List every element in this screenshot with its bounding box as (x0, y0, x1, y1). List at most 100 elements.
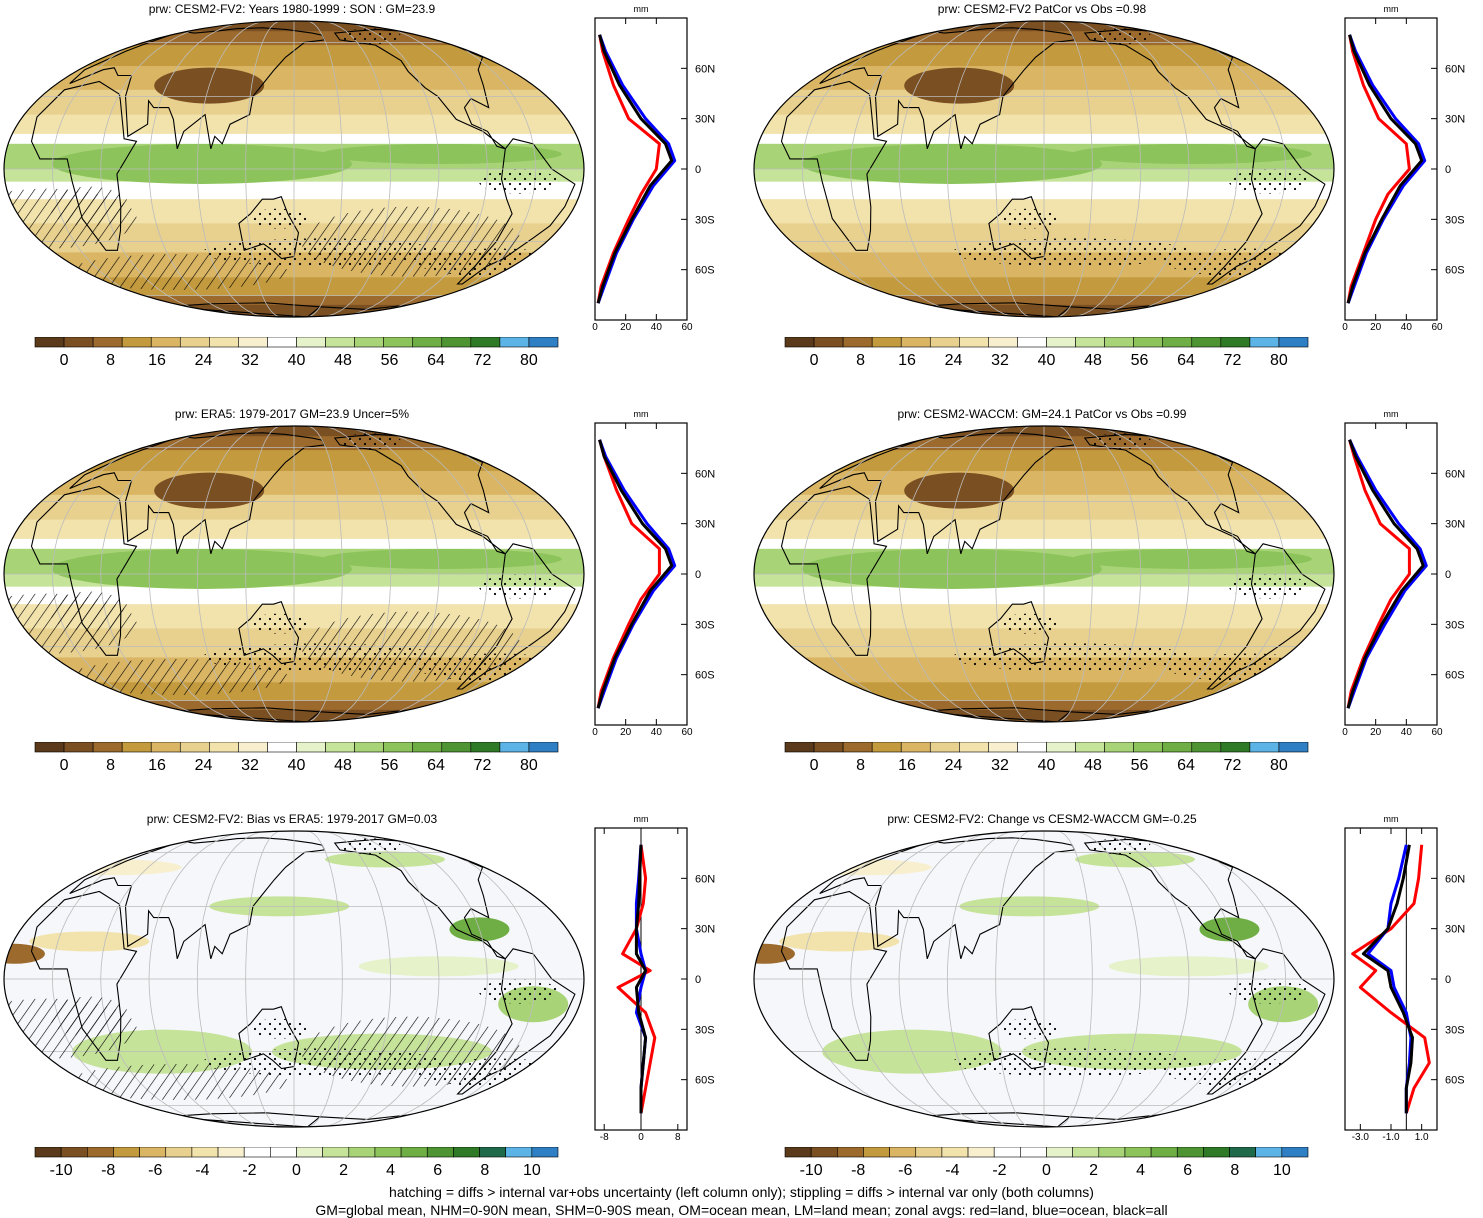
eurasia-coastline (819, 837, 1076, 959)
colorbar-swatch (34, 1147, 62, 1158)
colorbar-swatch (1162, 742, 1193, 753)
stippling-region (248, 613, 309, 634)
colorbar-swatch (270, 1147, 297, 1158)
colorbar-swatch (1281, 1147, 1309, 1158)
colorbar-swatch (863, 1147, 890, 1158)
panel-title: prw: ERA5: 1979-2017 GM=23.9 Uncer=5% (174, 407, 410, 421)
colorbar-swatch (348, 1147, 376, 1158)
stippling-region (1167, 653, 1328, 682)
graticule-lon (850, 426, 991, 722)
colorbar-swatch (150, 337, 181, 348)
colorbar-swatch (1075, 337, 1105, 348)
footnote-abbreviations: GM=global mean, NHM=0-90N mean, SHM=0-90… (315, 1202, 1168, 1218)
colorbar-swatch (63, 742, 94, 753)
zonal-line-all (1361, 844, 1414, 1114)
colorbar-swatch (354, 742, 384, 753)
colorbar-label: 72 (474, 757, 492, 774)
colorbar-swatch (1249, 742, 1280, 753)
zonal-xtick-label: -3.0 (1352, 1132, 1370, 1143)
colorbar-swatch (1133, 337, 1164, 348)
map-frame (3, 830, 585, 1128)
anomaly-region (779, 931, 900, 952)
colorbar-swatch (1203, 1147, 1230, 1158)
stippling-region (478, 979, 559, 1004)
colorbar-label: 0 (1042, 1162, 1051, 1179)
hatching-region (68, 1063, 289, 1100)
colorbar-label: -6 (898, 1162, 912, 1179)
graticule-lon (898, 831, 1004, 1127)
colorbar-swatch (1104, 742, 1134, 753)
africa-coastline (780, 80, 888, 251)
colorbar-swatch (1104, 337, 1134, 348)
graticule-lon (347, 21, 488, 317)
graticule-lon (100, 831, 241, 1127)
graticule-lon (850, 21, 991, 317)
moist-region (801, 548, 1102, 589)
colorbar-swatch (784, 1147, 812, 1158)
colorbar-swatch (1255, 1147, 1283, 1158)
graticule-lon (995, 831, 1031, 1127)
zonal-ytick-label: 30N (695, 519, 715, 531)
stippling-region (952, 238, 1193, 267)
map-frame (753, 20, 1335, 318)
zonal-unit-label: mm (1384, 4, 1399, 14)
zonal-ytick-label: 0 (695, 974, 701, 986)
panel-title: prw: CESM2-FV2: Years 1980-1999 : SON : … (148, 2, 436, 16)
colorbar-label: 0 (810, 757, 819, 774)
colorbar-label: -8 (851, 1162, 865, 1179)
stippling-region (248, 208, 309, 229)
eurasia-coastline (69, 27, 326, 149)
colorbar-label: 40 (1038, 352, 1056, 369)
zonal-line-all (634, 844, 648, 1114)
colorbar-label: 8 (106, 757, 115, 774)
colorbar-swatch (209, 742, 239, 753)
colorbar-label: 56 (381, 757, 399, 774)
stippling-region (998, 1018, 1059, 1039)
zonal-unit-label: mm (634, 409, 649, 419)
colorbar-swatch (453, 1147, 480, 1158)
graticule-lon (898, 426, 1004, 722)
colorbar-swatch (92, 337, 123, 348)
colorbar-label: 72 (1224, 757, 1242, 774)
colorbar-swatch (238, 742, 268, 753)
moist-region (321, 143, 562, 164)
colorbar-swatch (499, 742, 530, 753)
colorbar-swatch (267, 337, 297, 348)
zonal-unit-label: mm (1384, 409, 1399, 419)
graticule-lon (946, 426, 1018, 722)
zonal-xtick-label: 8 (675, 1132, 681, 1143)
colorbar-swatch (400, 1147, 428, 1158)
colorbar-label: 0 (810, 352, 819, 369)
colorbar-swatch (139, 1147, 167, 1158)
colorbar-swatch (87, 1147, 114, 1158)
zonal-ytick-label: 60N (695, 468, 715, 480)
colorbar-swatch (165, 1147, 193, 1158)
eurasia-coastline (69, 432, 326, 554)
colorbar: 0 8 16 24 32 40 48 56 64 72 80 (34, 337, 559, 369)
world-map (753, 20, 1335, 318)
zonal-ytick-label: 60S (1445, 265, 1465, 277)
map-frame (3, 20, 585, 318)
anomaly-region (29, 931, 150, 952)
stippling-region (417, 248, 578, 277)
colorbar-label: 8 (1230, 1162, 1239, 1179)
colorbar-label: 32 (241, 757, 259, 774)
hatching-region (49, 186, 130, 227)
stippling-region (998, 613, 1059, 634)
colorbar-swatch (1075, 742, 1105, 753)
stippling-region (1167, 248, 1328, 277)
panel-title: prw: CESM2-FV2: Change vs CESM2-WACCM GM… (887, 812, 1197, 826)
zonal-xtick-label: -1.0 (1382, 1132, 1400, 1143)
colorbar-label: 64 (1177, 352, 1195, 369)
zonal-xtick-label: 40 (1401, 727, 1413, 738)
colorbar-swatch (959, 742, 989, 753)
moist-region (1071, 143, 1312, 164)
colorbar-swatch (1176, 1147, 1204, 1158)
zonal-xtick-label: 0 (1342, 727, 1348, 738)
moist-region (51, 143, 352, 184)
colorbar-label: 72 (1224, 352, 1242, 369)
colorbar-swatch (813, 742, 844, 753)
colorbar-label: -6 (148, 1162, 162, 1179)
colorbar-swatch (121, 337, 152, 348)
panel-bottom-left: prw: CESM2-FV2: Bias vs ERA5: 1979-2017 … (0, 810, 733, 1205)
